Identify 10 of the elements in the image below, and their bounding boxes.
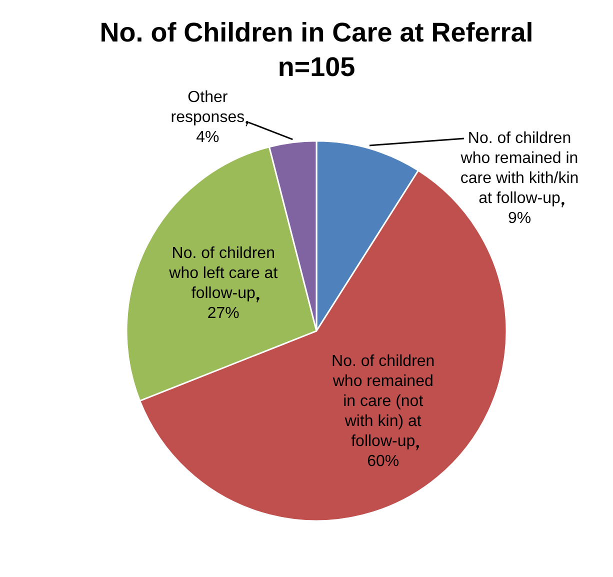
- slice-label: No. of children who left care at follow-up: [168, 244, 278, 302]
- data-label: 9%: [508, 210, 532, 227]
- slice-label: Other responses: [170, 88, 245, 126]
- data-label: 60%: [367, 452, 400, 470]
- slice-label: No. of children who remained in care with kith/kin at follow-up: [460, 130, 579, 207]
- slice-label: No. of children who remained in care (not with kin) at follow-up: [332, 352, 435, 450]
- chart-title: No. of Children in Care at Referral: [100, 18, 534, 48]
- data-label: 4%: [196, 128, 220, 146]
- data-label: 27%: [207, 304, 240, 322]
- chart-subtitle: n=105: [278, 52, 356, 82]
